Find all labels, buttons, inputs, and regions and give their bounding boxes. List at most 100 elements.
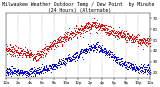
Point	[43, 55, 46, 57]
Point	[64, 57, 66, 58]
Point	[58, 41, 61, 43]
Point	[11, 47, 13, 48]
Point	[53, 48, 55, 50]
Point	[9, 53, 12, 55]
Point	[111, 33, 114, 35]
Point	[115, 32, 118, 33]
Point	[102, 28, 105, 29]
Point	[144, 44, 146, 45]
Point	[65, 40, 68, 42]
Point	[146, 40, 149, 42]
Point	[15, 70, 17, 72]
Point	[35, 72, 38, 74]
Point	[13, 52, 16, 54]
Point	[116, 38, 119, 39]
Point	[118, 32, 121, 33]
Point	[18, 54, 20, 56]
Point	[133, 69, 135, 70]
Point	[31, 73, 33, 74]
Point	[42, 47, 45, 49]
Point	[67, 37, 69, 38]
Point	[73, 56, 76, 57]
Point	[66, 36, 68, 38]
Point	[16, 69, 18, 71]
Point	[147, 64, 150, 65]
Point	[92, 50, 95, 51]
Point	[9, 72, 12, 74]
Point	[64, 38, 66, 39]
Point	[57, 64, 60, 66]
Point	[73, 58, 76, 59]
Point	[119, 61, 121, 63]
Point	[136, 34, 138, 36]
Point	[29, 54, 32, 55]
Point	[69, 36, 72, 38]
Point	[38, 67, 40, 68]
Point	[108, 52, 111, 53]
Point	[5, 48, 8, 50]
Point	[57, 36, 60, 38]
Point	[60, 45, 63, 46]
Point	[92, 22, 94, 23]
Point	[72, 56, 75, 58]
Point	[36, 51, 38, 52]
Point	[139, 70, 141, 72]
Point	[50, 71, 53, 72]
Point	[68, 57, 70, 58]
Point	[143, 66, 146, 68]
Point	[95, 42, 97, 44]
Point	[17, 46, 20, 48]
Point	[13, 55, 16, 56]
Point	[124, 38, 126, 40]
Point	[6, 53, 8, 55]
Point	[28, 53, 30, 55]
Point	[37, 54, 39, 56]
Point	[12, 48, 15, 49]
Point	[115, 57, 118, 58]
Point	[105, 49, 108, 51]
Point	[47, 48, 49, 49]
Point	[112, 34, 114, 36]
Point	[24, 70, 27, 71]
Point	[84, 24, 86, 25]
Point	[105, 27, 108, 28]
Point	[128, 39, 130, 41]
Point	[92, 25, 94, 27]
Point	[77, 55, 80, 57]
Point	[93, 26, 96, 27]
Point	[32, 75, 34, 77]
Point	[19, 47, 21, 49]
Point	[145, 69, 148, 70]
Point	[63, 40, 66, 41]
Point	[96, 26, 99, 27]
Point	[139, 39, 142, 40]
Point	[15, 50, 17, 51]
Point	[16, 70, 19, 72]
Point	[134, 65, 137, 66]
Point	[130, 36, 132, 37]
Point	[94, 23, 97, 24]
Point	[11, 52, 13, 53]
Point	[39, 71, 41, 73]
Point	[11, 73, 14, 74]
Point	[31, 57, 34, 59]
Point	[82, 26, 85, 28]
Point	[89, 27, 92, 28]
Point	[26, 48, 29, 50]
Point	[104, 32, 106, 33]
Point	[101, 27, 104, 29]
Point	[121, 64, 124, 66]
Point	[52, 43, 55, 44]
Point	[69, 58, 71, 60]
Point	[115, 62, 117, 63]
Point	[18, 70, 21, 72]
Point	[60, 37, 62, 38]
Point	[34, 57, 36, 58]
Point	[103, 29, 105, 30]
Point	[98, 44, 100, 46]
Point	[89, 45, 92, 47]
Point	[41, 69, 44, 71]
Point	[65, 63, 67, 64]
Point	[48, 47, 51, 48]
Point	[125, 36, 127, 37]
